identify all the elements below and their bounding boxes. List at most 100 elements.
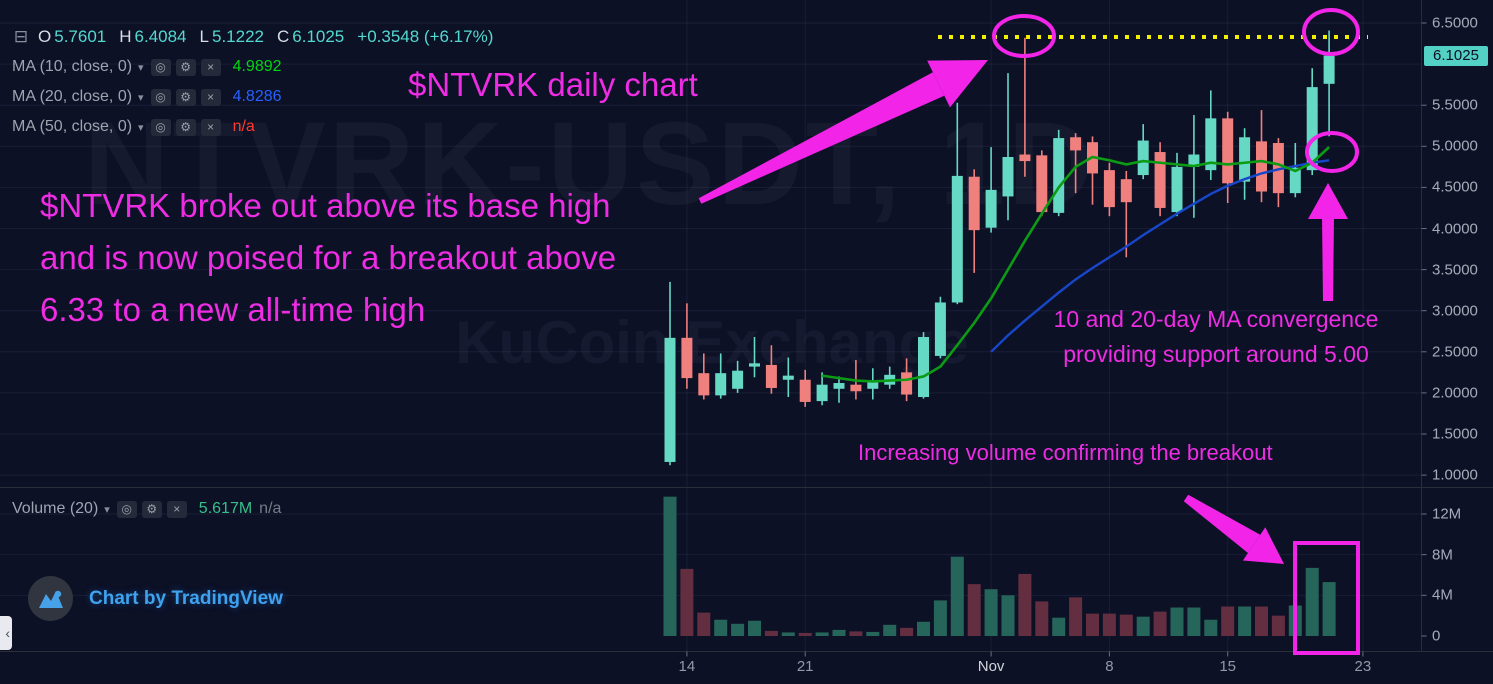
tradingview-attribution[interactable]: Chart by TradingView	[28, 576, 283, 621]
ma-indicator-value: 4.9892	[232, 58, 282, 75]
annotation-breakout-note: $NTVRK broke out above its base high and…	[40, 180, 616, 336]
candle-body	[934, 302, 946, 356]
price-tick-label: 1.5000	[1432, 425, 1478, 443]
price-tick-label: 1.0000	[1432, 466, 1478, 484]
ohlc-value: 5.1222	[211, 27, 264, 46]
volume-bar	[1204, 619, 1218, 636]
volume-bar	[1035, 601, 1049, 636]
price-axis[interactable]: 6.5000 5.5000 5.0000 4.5000 4.0000 3.5000 3.00…	[1422, 0, 1493, 651]
price-tick-label: 3.5000	[1432, 261, 1478, 279]
settings-icon[interactable]: ⚙	[175, 118, 196, 136]
price-tick-label: 5.0000	[1432, 137, 1478, 155]
settings-icon[interactable]: ⚙	[175, 88, 196, 106]
volume-bar	[967, 584, 981, 636]
candle-body	[1019, 154, 1031, 162]
visibility-icon[interactable]: ◎	[150, 88, 171, 106]
candle-body	[1188, 154, 1200, 167]
remove-icon[interactable]: ×	[166, 500, 187, 518]
collapse-toolbar-button[interactable]: ‹	[0, 616, 12, 650]
chevron-down-icon[interactable]: ▾	[138, 91, 144, 104]
annotation-line: 10 and 20-day MA convergence	[1053, 306, 1379, 332]
candle-body	[1070, 137, 1082, 151]
arrow-base-high-head	[927, 60, 988, 108]
chevron-down-icon[interactable]: ▾	[138, 61, 144, 74]
candle-body	[799, 379, 811, 402]
volume-bar	[815, 632, 829, 636]
remove-icon[interactable]: ×	[200, 118, 221, 136]
last-price-label: 6.1025	[1424, 45, 1488, 66]
visibility-icon[interactable]: ◎	[116, 500, 137, 518]
volume-bar	[1018, 573, 1032, 636]
ohlc-letter: L	[199, 27, 209, 46]
remove-icon[interactable]: ×	[200, 88, 221, 106]
ohlc-values: O 5.7601 H 6.4084 L 5.1222 C 6.1025	[38, 27, 357, 47]
volume-bar	[1255, 606, 1268, 636]
tradingview-logo-text[interactable]: Chart by TradingView	[89, 587, 283, 609]
price-tick-label: 6.5000	[1432, 14, 1478, 32]
candle-body	[664, 337, 676, 462]
volume-bar	[950, 556, 964, 636]
chevron-down-icon[interactable]: ▾	[138, 121, 144, 134]
volume-bar	[1069, 597, 1083, 636]
candle-body	[1103, 170, 1115, 208]
ma-indicator-label: MA (20, close, 0)	[12, 88, 133, 105]
volume-indicator-row: Volume (20) ▾ ◎ ⚙ × 5.617M n/a	[12, 494, 281, 524]
volume-bar	[697, 612, 711, 636]
legend: ⊟ O 5.7601 H 6.4084 L 5.1222 C 6.1025 +0.3548 (…	[12, 22, 506, 142]
volume-bar	[849, 631, 863, 636]
tradingview-logo-icon[interactable]	[28, 576, 73, 621]
volume-bar	[731, 623, 745, 636]
candle-body	[1171, 166, 1183, 213]
candle-body	[1120, 179, 1132, 203]
ohlc-value: 6.4084	[134, 27, 187, 46]
visibility-icon[interactable]: ◎	[150, 118, 171, 136]
ma-indicator-value: n/a	[232, 118, 255, 135]
volume-bar	[1136, 616, 1150, 636]
volume-bar	[781, 632, 795, 636]
settings-icon[interactable]: ⚙	[141, 500, 162, 518]
time-tick-label: 21	[796, 658, 814, 675]
arrow-volume-shaft	[1183, 494, 1261, 553]
remove-icon[interactable]: ×	[200, 58, 221, 76]
chevron-down-icon[interactable]: ▾	[104, 503, 110, 516]
candle-body	[1036, 155, 1048, 213]
volume-bar	[984, 589, 998, 636]
collapse-pane-button[interactable]: ⊟	[13, 27, 29, 46]
circle-base-high	[992, 14, 1056, 58]
candle-body	[901, 372, 913, 395]
time-tick-label: 15	[1219, 658, 1237, 675]
volume-bar	[1238, 606, 1252, 636]
candle-body	[816, 384, 828, 402]
candle-body	[968, 176, 980, 231]
volume-bar	[917, 621, 930, 636]
volume-bar	[883, 624, 897, 636]
visibility-icon[interactable]: ◎	[150, 58, 171, 76]
volume-bar	[798, 632, 812, 636]
ma20-line	[990, 159, 1330, 353]
volume-bar	[1102, 613, 1116, 636]
time-tick-label: 23	[1354, 658, 1372, 675]
volume-bar	[1305, 567, 1319, 636]
volume-bar	[1187, 607, 1201, 636]
circle-new-high	[1302, 8, 1360, 56]
price-tick-label: 5.5000	[1432, 96, 1478, 114]
annotation-line: providing support around 5.00	[1063, 341, 1369, 367]
candle-body	[1154, 152, 1166, 208]
time-axis[interactable]: 14 21 Nov 8 15 23	[0, 652, 1493, 684]
annotation-title: $NTVRK daily chart	[408, 66, 698, 103]
volume-bar	[900, 627, 914, 636]
volume-tick-label: 12M	[1432, 505, 1462, 523]
candle-body	[1289, 167, 1301, 194]
volume-bar	[1052, 617, 1066, 636]
volume-bar	[1153, 611, 1167, 636]
candle-body	[1222, 118, 1234, 184]
volume-bar	[933, 600, 947, 636]
candle-body	[833, 383, 845, 389]
ma10-line	[821, 146, 1330, 383]
candle-body	[1272, 143, 1284, 194]
volume-ma-value: 5.617M	[198, 500, 253, 517]
ma-indicator-row: MA (10, close, 0) ▾ ◎ ⚙ × 4.9892	[12, 52, 506, 82]
settings-icon[interactable]: ⚙	[175, 58, 196, 76]
